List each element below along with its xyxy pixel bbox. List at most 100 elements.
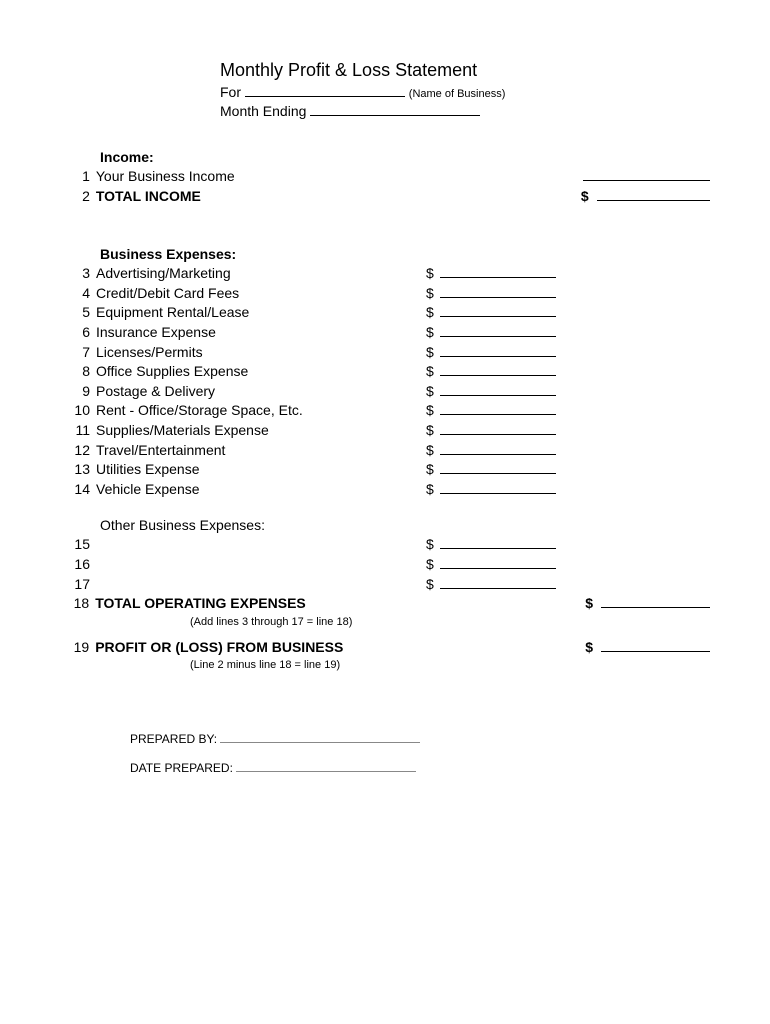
line-label: TOTAL INCOME (96, 187, 426, 207)
line-label: Postage & Delivery (96, 382, 426, 402)
line-number: 12 (70, 441, 96, 461)
expense-row: 14Vehicle Expense$ (70, 480, 710, 500)
amount-input[interactable] (440, 480, 556, 494)
line-number: 1 (70, 167, 96, 187)
amount-field: $ (426, 555, 556, 575)
dollar-sign: $ (581, 187, 595, 207)
line-label: Credit/Debit Card Fees (96, 284, 426, 304)
for-line: For (Name of Business) (220, 83, 710, 100)
line-label: PROFIT OR (LOSS) FROM BUSINESS (95, 638, 415, 658)
prepared-by-input[interactable] (220, 731, 420, 743)
line-label: Insurance Expense (96, 323, 426, 343)
line-label: Utilities Expense (96, 460, 426, 480)
line-label: Equipment Rental/Lease (96, 303, 426, 323)
expenses-header: Business Expenses: (100, 246, 710, 262)
for-label: For (220, 84, 241, 100)
footer-block: PREPARED BY: DATE PREPARED: (130, 731, 710, 775)
amount-input[interactable] (440, 303, 556, 317)
total-operating-row: 18 TOTAL OPERATING EXPENSES $ (70, 594, 710, 614)
line-number: 19 (70, 638, 95, 658)
line-label: Travel/Entertainment (96, 441, 426, 461)
expense-row: 5Equipment Rental/Lease$ (70, 303, 710, 323)
line-number: 2 (70, 187, 96, 207)
line-number: 16 (70, 555, 96, 575)
line-number: 11 (70, 421, 96, 441)
line-number: 15 (70, 535, 96, 555)
dollar-sign: $ (426, 303, 438, 323)
expense-row: 11Supplies/Materials Expense$ (70, 421, 710, 441)
dollar-sign: $ (426, 382, 438, 402)
line-number: 9 (70, 382, 96, 402)
line-number: 10 (70, 401, 96, 421)
amount-input[interactable] (440, 323, 556, 337)
amount-field: $ (426, 421, 556, 441)
date-prepared-row: DATE PREPARED: (130, 760, 710, 775)
month-line: Month Ending (220, 102, 710, 119)
amount-input[interactable] (440, 575, 556, 589)
line-number: 8 (70, 362, 96, 382)
document-title: Monthly Profit & Loss Statement (220, 60, 710, 81)
dollar-sign: $ (426, 284, 438, 304)
dollar-sign: $ (426, 535, 438, 555)
dollar-sign: $ (426, 343, 438, 363)
line-label: Supplies/Materials Expense (96, 421, 426, 441)
month-label: Month Ending (220, 103, 306, 119)
amount-input[interactable] (440, 362, 556, 376)
other-expenses-header: Other Business Expenses: (100, 517, 710, 533)
amount-input[interactable] (440, 343, 556, 357)
amount-input[interactable] (440, 401, 556, 415)
amount-field: $ (426, 575, 556, 595)
expense-row: 9Postage & Delivery$ (70, 382, 710, 402)
amount-input[interactable] (440, 441, 556, 455)
dollar-sign: $ (426, 460, 438, 480)
date-prepared-label: DATE PREPARED: (130, 761, 233, 775)
month-ending-input[interactable] (310, 102, 480, 116)
amount-input[interactable] (440, 555, 556, 569)
total-field: $ (581, 187, 710, 207)
amount-input[interactable] (440, 284, 556, 298)
expense-row: 3Advertising/Marketing$ (70, 264, 710, 284)
amount-field: $ (426, 343, 556, 363)
line-number: 14 (70, 480, 96, 500)
dollar-sign: $ (426, 441, 438, 461)
line-number: 4 (70, 284, 96, 304)
amount-input[interactable] (583, 167, 710, 181)
amount-input[interactable] (440, 382, 556, 396)
dollar-sign: $ (426, 401, 438, 421)
date-prepared-input[interactable] (236, 760, 416, 772)
dollar-sign: $ (426, 362, 438, 382)
other-expense-row: 16 $ (70, 555, 710, 575)
amount-field (581, 167, 710, 181)
business-name-input[interactable] (245, 83, 405, 97)
total-operating-input[interactable] (601, 594, 710, 608)
income-header: Income: (100, 149, 710, 165)
profit-loss-note: (Line 2 minus line 18 = line 19) (190, 659, 710, 671)
amount-field: $ (426, 362, 556, 382)
line-number: 5 (70, 303, 96, 323)
amount-input[interactable] (440, 421, 556, 435)
amount-input[interactable] (440, 460, 556, 474)
amount-input[interactable] (440, 264, 556, 278)
amount-field: $ (426, 460, 556, 480)
prepared-by-label: PREPARED BY: (130, 732, 217, 746)
total-income-input[interactable] (597, 187, 710, 201)
total-field: $ (585, 594, 710, 614)
amount-input[interactable] (440, 535, 556, 549)
profit-loss-input[interactable] (601, 638, 710, 652)
expense-row: 13Utilities Expense$ (70, 460, 710, 480)
amount-field: $ (426, 480, 556, 500)
document-page: Monthly Profit & Loss Statement For (Nam… (0, 0, 770, 829)
dollar-sign: $ (426, 323, 438, 343)
amount-field: $ (426, 382, 556, 402)
name-hint: (Name of Business) (409, 88, 506, 100)
expense-row: 4Credit/Debit Card Fees$ (70, 284, 710, 304)
prepared-by-row: PREPARED BY: (130, 731, 710, 746)
expense-row: 10Rent - Office/Storage Space, Etc.$ (70, 401, 710, 421)
expense-row: 6Insurance Expense$ (70, 323, 710, 343)
dollar-sign: $ (426, 264, 438, 284)
expense-row: 8Office Supplies Expense$ (70, 362, 710, 382)
line-label: Your Business Income (96, 167, 426, 187)
other-expense-row: 15 $ (70, 535, 710, 555)
amount-field: $ (426, 323, 556, 343)
total-operating-note: (Add lines 3 through 17 = line 18) (190, 616, 710, 628)
